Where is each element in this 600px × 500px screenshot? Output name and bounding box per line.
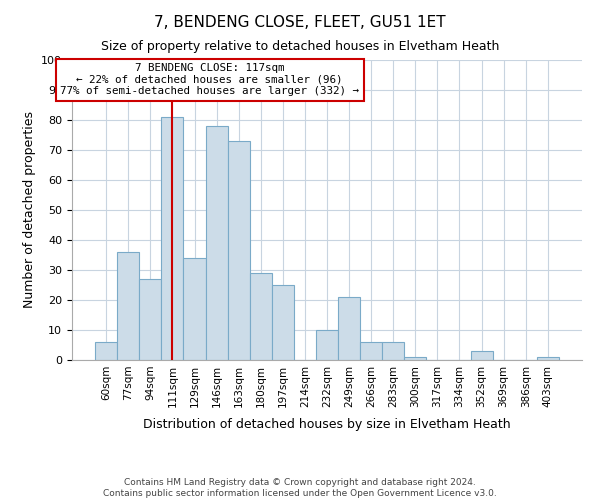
Text: 7 BENDENG CLOSE: 117sqm
← 22% of detached houses are smaller (96)
77% of semi-de: 7 BENDENG CLOSE: 117sqm ← 22% of detache… xyxy=(60,63,359,96)
Text: Size of property relative to detached houses in Elvetham Heath: Size of property relative to detached ho… xyxy=(101,40,499,53)
Bar xyxy=(139,279,161,360)
Bar xyxy=(360,342,382,360)
Bar xyxy=(404,357,427,360)
Text: Contains HM Land Registry data © Crown copyright and database right 2024.
Contai: Contains HM Land Registry data © Crown c… xyxy=(103,478,497,498)
X-axis label: Distribution of detached houses by size in Elvetham Heath: Distribution of detached houses by size … xyxy=(143,418,511,431)
Bar xyxy=(250,273,272,360)
Y-axis label: Number of detached properties: Number of detached properties xyxy=(23,112,36,308)
Bar xyxy=(382,342,404,360)
Bar xyxy=(117,252,139,360)
Bar xyxy=(95,342,117,360)
Bar xyxy=(338,297,360,360)
Bar xyxy=(272,285,294,360)
Bar xyxy=(227,141,250,360)
Bar xyxy=(316,330,338,360)
Bar xyxy=(206,126,227,360)
Bar xyxy=(161,117,184,360)
Bar xyxy=(184,258,206,360)
Text: 7, BENDENG CLOSE, FLEET, GU51 1ET: 7, BENDENG CLOSE, FLEET, GU51 1ET xyxy=(154,15,446,30)
Bar xyxy=(537,357,559,360)
Bar xyxy=(470,351,493,360)
